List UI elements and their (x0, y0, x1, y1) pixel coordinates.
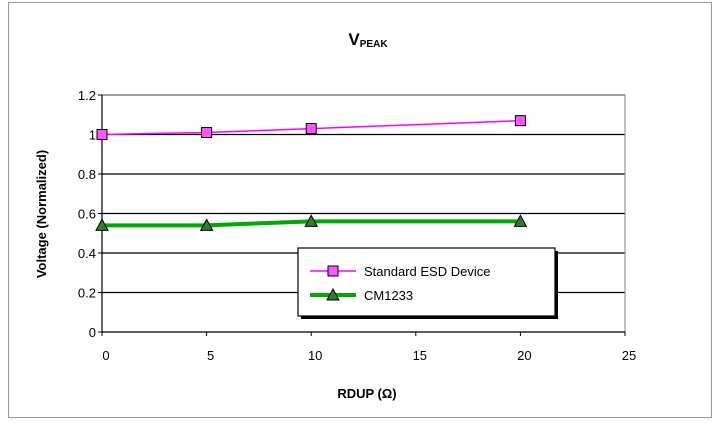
y-tick-label-1: 0.2 (78, 286, 96, 301)
series-1-point-3 (513, 214, 528, 227)
x-tick-label-5: 25 (622, 348, 636, 363)
y-tick-labels: 0 0.2 0.4 0.6 0.8 1 1.2 (78, 88, 96, 340)
series-0 (96, 115, 526, 140)
series-1-point-1 (199, 218, 214, 231)
series-0-point-1 (201, 127, 213, 139)
x-tick-label-2: 10 (308, 348, 322, 363)
y-tick-label-6: 1.2 (78, 88, 96, 103)
chart-title-subscript: PEAK (360, 39, 389, 50)
y-axis-label: Voltage (Normalized) (34, 150, 49, 278)
series-1 (95, 214, 528, 231)
y-tick-label-2: 0.4 (78, 246, 96, 261)
series-line-0 (101, 119, 521, 136)
x-axis-label: RDUP (Ω) (337, 386, 396, 401)
x-tick-labels: 0 5 10 15 20 25 (102, 348, 636, 363)
chart-frame (8, 2, 712, 418)
chart-title-main: V (348, 30, 360, 49)
y-tick-label-3: 0.6 (78, 207, 96, 222)
legend-label-0: Standard ESD Device (364, 264, 490, 279)
legend-marker-0 (327, 265, 339, 277)
series-group (95, 115, 528, 231)
series-1-point-2 (304, 214, 319, 227)
series-1-point-0 (95, 218, 109, 231)
y-tick-label-4: 0.8 (78, 167, 96, 182)
x-tick-label-0: 0 (102, 348, 109, 363)
legend-marker-1 (326, 287, 340, 301)
legend-box (297, 247, 556, 317)
series-0-point-2 (305, 123, 317, 135)
x-tick-label-3: 15 (413, 348, 427, 363)
x-tick-label-1: 5 (207, 348, 214, 363)
series-line-1 (102, 219, 521, 228)
y-tick-label-0: 0 (89, 325, 96, 340)
y-tick-label-5: 1 (89, 128, 96, 143)
series-0-point-3 (514, 115, 526, 127)
legend-label-1: CM1233 (364, 288, 413, 303)
chart-title: VPEAK (348, 30, 388, 50)
series-0-point-0 (96, 129, 108, 140)
x-tick-label-4: 20 (517, 348, 531, 363)
legend: Standard ESD Device CM1233 (297, 247, 558, 319)
